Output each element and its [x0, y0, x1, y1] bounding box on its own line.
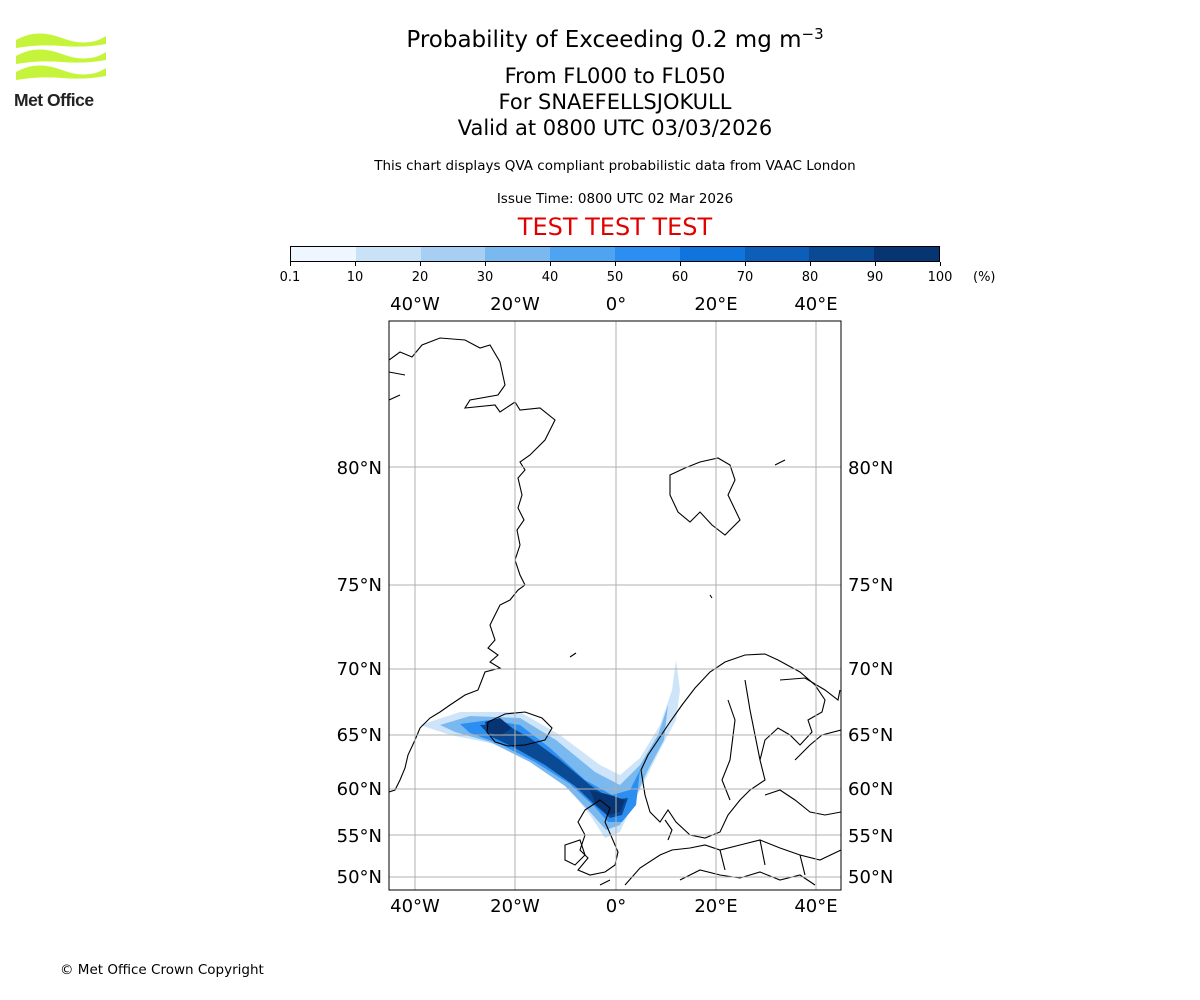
- colorbar-tick-label: 10: [346, 270, 364, 285]
- lat-label: 55°N: [337, 826, 382, 847]
- lon-label: 0°: [606, 294, 626, 315]
- lat-label: 65°N: [848, 725, 893, 746]
- lat-label: 75°N: [848, 575, 893, 596]
- lon-label: 20°E: [694, 896, 737, 917]
- logo-text: Met Office: [14, 90, 94, 110]
- lat-label: 50°N: [337, 867, 382, 888]
- colorbar-unit: (%): [973, 270, 996, 285]
- chart-title: Probability of Exceeding 0.2 mg m−3: [0, 25, 1200, 53]
- colorbar-segment: [291, 247, 356, 261]
- title-main: Probability of Exceeding 0.2 mg m: [406, 27, 802, 53]
- colorbar-tick-mark: [939, 262, 941, 266]
- colorbar-segment: [744, 247, 810, 261]
- colorbar-segment: [355, 247, 421, 261]
- gridlines: [389, 321, 841, 890]
- colorbar-segment: [550, 247, 615, 261]
- lat-label: 70°N: [337, 659, 382, 680]
- colorbar-segment: [420, 247, 486, 261]
- colorbar: [290, 246, 940, 262]
- colorbar-tick-label: 90: [866, 270, 884, 285]
- colorbar-tick-label: 50: [606, 270, 624, 285]
- volcano-name: For SNAEFELLSJOKULL: [498, 90, 732, 114]
- colorbar-segment: [809, 247, 875, 261]
- map-frame: [388, 320, 842, 891]
- colorbar-tick-mark: [419, 262, 421, 266]
- lon-label: 0°: [606, 896, 626, 917]
- flight-level-range: From FL000 to FL050: [504, 64, 726, 88]
- colorbar-tick-mark: [679, 262, 681, 266]
- met-office-logo: Met Office: [14, 30, 109, 112]
- colorbar-tick-mark: [484, 262, 486, 266]
- lon-label: 40°E: [794, 294, 837, 315]
- data-note: This chart displays QVA compliant probab…: [374, 158, 856, 174]
- colorbar-tick-mark: [354, 262, 356, 266]
- lat-label: 60°N: [848, 779, 893, 800]
- lat-label: 70°N: [848, 659, 893, 680]
- lon-label: 40°W: [390, 294, 440, 315]
- valid-time: Valid at 0800 UTC 03/03/2026: [457, 116, 773, 140]
- colorbar-tick-label: 30: [476, 270, 494, 285]
- lon-label: 40°E: [794, 896, 837, 917]
- lat-label: 50°N: [848, 867, 893, 888]
- coastlines: [389, 337, 841, 886]
- wave-logo-icon: [16, 33, 106, 80]
- lat-labels-right: 80°N 75°N 70°N 65°N 60°N 55°N 50°N: [848, 458, 893, 888]
- ash-plume: [420, 660, 680, 838]
- colorbar-tick-label: 100: [927, 270, 953, 285]
- colorbar-segment: [614, 247, 680, 261]
- issue-time: Issue Time: 0800 UTC 02 Mar 2026: [496, 191, 734, 207]
- colorbar-tick-label: 0.1: [279, 270, 301, 285]
- lat-label: 80°N: [337, 458, 382, 479]
- lon-label: 20°E: [694, 294, 737, 315]
- colorbar-tick-label: 80: [801, 270, 819, 285]
- title-superscript: −3: [801, 25, 824, 43]
- colorbar-tick-mark: [809, 262, 811, 266]
- lon-label: 20°W: [490, 896, 540, 917]
- lon-label: 40°W: [390, 896, 440, 917]
- colorbar-segment: [485, 247, 551, 261]
- colorbar-segment: [874, 247, 939, 261]
- lat-label: 80°N: [848, 458, 893, 479]
- lon-labels-top: 40°W 20°W 0° 20°E 40°E: [390, 294, 837, 315]
- colorbar-tick-mark: [744, 262, 746, 266]
- copyright-notice: © Met Office Crown Copyright: [60, 962, 264, 978]
- colorbar-tick-label: 70: [736, 270, 754, 285]
- lat-label: 65°N: [337, 725, 382, 746]
- colorbar-tick-label: 60: [671, 270, 689, 285]
- lat-label: 75°N: [337, 575, 382, 596]
- colorbar-tick-mark: [614, 262, 616, 266]
- colorbar-segment: [679, 247, 745, 261]
- colorbar-tick-mark: [289, 262, 291, 266]
- test-banner: TEST TEST TEST: [517, 213, 713, 241]
- lat-label: 55°N: [848, 826, 893, 847]
- lon-labels-bottom: 40°W 20°W 0° 20°E 40°E: [390, 896, 837, 917]
- colorbar-tick-mark: [549, 262, 551, 266]
- lat-labels-left: 80°N 75°N 70°N 65°N 60°N 55°N 50°N: [337, 458, 382, 888]
- lon-label: 20°W: [490, 294, 540, 315]
- colorbar-tick-label: 20: [411, 270, 429, 285]
- colorbar-tick-mark: [874, 262, 876, 266]
- lat-label: 60°N: [337, 779, 382, 800]
- colorbar-tick-label: 40: [541, 270, 559, 285]
